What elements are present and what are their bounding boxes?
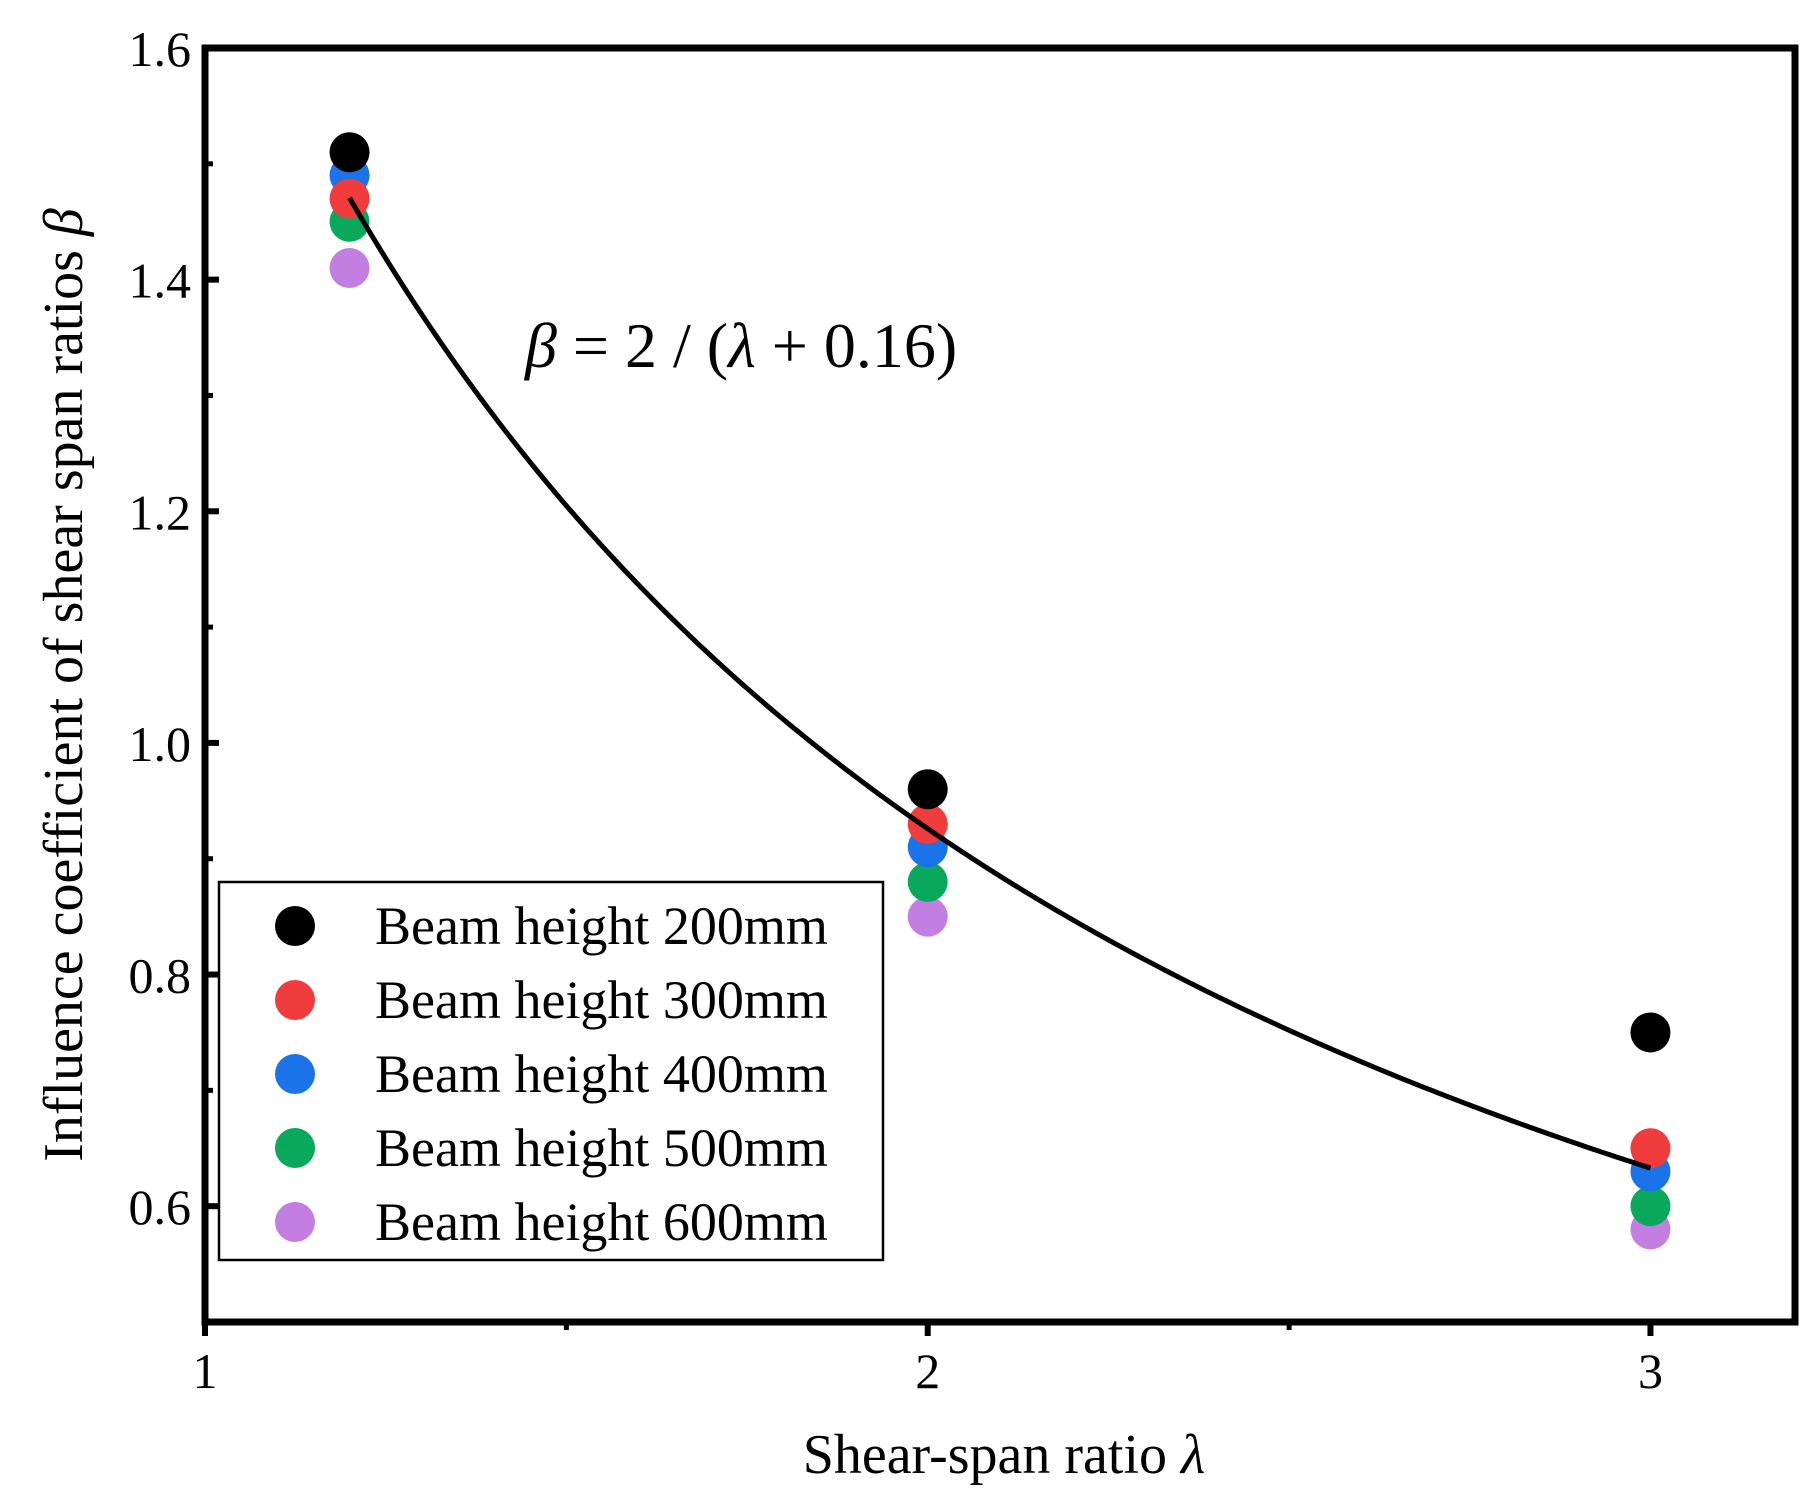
legend-box	[217, 880, 885, 1262]
data-point	[907, 896, 948, 937]
x-tick-label: 2	[915, 1343, 940, 1399]
y-tick-label: 1.4	[129, 253, 192, 309]
data-point	[1630, 1128, 1671, 1169]
data-point	[1630, 1186, 1671, 1227]
axis-ticks: 0.6 0.8 1.0 1.2 1.4 1.6 1 2 3	[129, 21, 1663, 1399]
legend-label: Beam height 400mm	[375, 1044, 828, 1104]
legend-label: Beam height 500mm	[375, 1118, 828, 1178]
x-tick-label: 3	[1638, 1343, 1663, 1399]
data-point	[329, 248, 370, 289]
legend-marker	[275, 980, 315, 1020]
y-axis-label: Influence coefficient of shear span rati…	[33, 208, 95, 1162]
y-tick-label: 0.8	[129, 948, 192, 1004]
y-tick-label: 0.6	[129, 1179, 192, 1235]
y-tick-label: 1.0	[129, 716, 192, 772]
legend-label: Beam height 200mm	[375, 896, 828, 956]
legend-marker	[275, 1128, 315, 1168]
plot-frame	[201, 44, 1799, 1326]
legend-marker	[275, 1202, 315, 1242]
data-point	[329, 132, 370, 173]
legend-label: Beam height 600mm	[375, 1192, 828, 1252]
fit-equation: β = 2 / (λ + 0.16)	[523, 310, 957, 381]
legend-marker	[275, 1054, 315, 1094]
data-point	[1630, 1012, 1671, 1053]
data-point	[907, 861, 948, 902]
y-tick-label: 1.2	[129, 484, 192, 540]
y-tick-label: 1.6	[129, 21, 192, 77]
data-point	[907, 769, 948, 810]
legend: Beam height 200mm Beam height 300mm Beam h…	[217, 880, 885, 1262]
legend-label: Beam height 300mm	[375, 970, 828, 1030]
x-tick-label: 1	[193, 1343, 218, 1399]
fit-curve-layer	[347, 196, 1652, 1171]
x-axis-label: Shear-span ratio λ	[803, 1424, 1206, 1486]
fit-curve	[347, 196, 1652, 1171]
legend-marker	[275, 906, 315, 946]
